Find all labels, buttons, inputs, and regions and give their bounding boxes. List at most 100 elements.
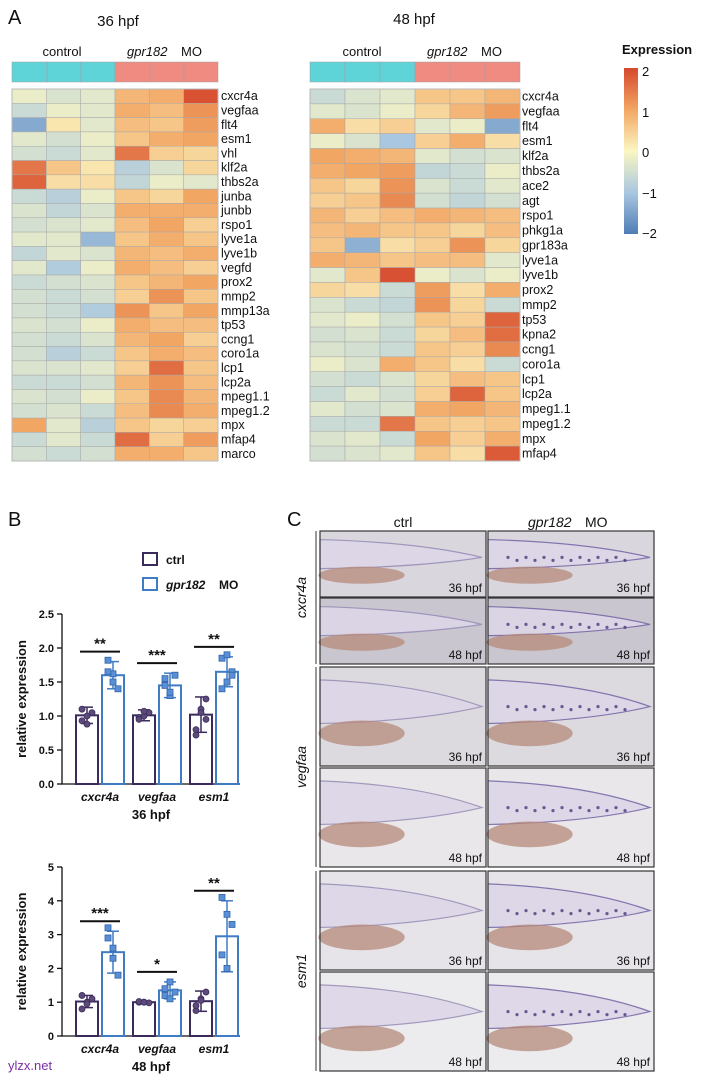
heat-cell (11, 331, 47, 347)
data-point (104, 668, 112, 676)
gene-label: cxcr4a (522, 90, 559, 104)
stain-spot (506, 909, 510, 913)
panel-b-letter: B (8, 509, 21, 531)
stain-spot (623, 809, 627, 813)
legend-ctrl-label: ctrl (166, 553, 185, 567)
heat-cell (114, 317, 150, 333)
bar-ctrl (132, 714, 156, 786)
heat-cell (379, 178, 416, 194)
heat-cell (344, 356, 381, 372)
heat-cell (114, 346, 150, 362)
heat-cell (183, 117, 219, 133)
heat-cell (46, 246, 81, 261)
stage-label: 36 hpf (617, 750, 651, 764)
y-tick-label: 2 (48, 963, 54, 975)
heat-cell (414, 311, 451, 328)
stain-spot (605, 558, 609, 563)
heat-cell (344, 430, 381, 447)
gene-label: klf2a (522, 149, 548, 163)
heat-cell (114, 246, 150, 261)
heat-cell (183, 260, 219, 276)
ish-photo: 48 hpf (486, 767, 655, 868)
stain-spot (587, 809, 591, 813)
heat-cell (309, 356, 346, 372)
data-point (104, 656, 112, 664)
y-axis-label: relative expression (14, 640, 29, 758)
data-point (171, 671, 179, 679)
stain-spot (551, 809, 555, 813)
ish-photo: 36 hpf (318, 530, 487, 598)
stain-spot (515, 708, 519, 712)
heat-cell (80, 117, 116, 133)
y-axis-label: relative expression (14, 893, 29, 1011)
heat-cell (46, 346, 81, 362)
heat-cell (309, 297, 346, 313)
heat-cell (149, 188, 184, 204)
heat-cell (80, 145, 116, 161)
heat-cell (46, 231, 81, 247)
embryo-yolk (318, 566, 405, 584)
gene-label: gpr183a (522, 238, 568, 252)
heat-cell (114, 260, 150, 276)
heat-cell (46, 217, 81, 233)
colorbar-tick-0: 0 (642, 145, 649, 160)
stain-spot (596, 806, 600, 810)
data-point (171, 988, 179, 996)
heat-cell (183, 160, 219, 176)
heat-cell (309, 371, 346, 387)
data-point (83, 712, 91, 720)
heat-cell (46, 88, 81, 104)
heat-cell (114, 446, 150, 462)
row-gene-label: cxcr4a (293, 577, 309, 618)
heat-cell (414, 341, 451, 358)
y-tick-label: 3 (48, 930, 54, 942)
heatmap-36-control-label: control (42, 44, 81, 59)
ish-photo: 36 hpf (318, 666, 487, 767)
stain-spot (614, 622, 618, 627)
heat-cell (414, 430, 451, 447)
photo-frame (319, 870, 487, 971)
stain-spot (569, 708, 573, 712)
heat-cell (309, 192, 346, 209)
heat-cell (449, 178, 486, 194)
data-point (83, 720, 91, 728)
heat-cell (484, 103, 521, 120)
significance-label: *** (148, 647, 166, 664)
x-category-label: vegfaa (138, 790, 176, 804)
heat-cell (149, 103, 184, 118)
gene-label: lyve1b (522, 268, 558, 282)
heat-cell (414, 282, 451, 298)
stain-spot (578, 806, 582, 810)
heatmap-48-group-bar (309, 61, 521, 83)
stain-spot (542, 705, 546, 709)
stain-spot (542, 1010, 546, 1014)
stain-spot (623, 625, 627, 630)
stain-spot (515, 912, 519, 916)
colorbar-tick-2: 2 (642, 64, 649, 79)
embryo-yolk (486, 566, 573, 584)
row-gene-label: esm1 (293, 954, 309, 988)
heat-cell (309, 252, 346, 268)
heat-cell (149, 317, 184, 333)
heat-cell (11, 260, 47, 276)
gene-label: kpna2 (522, 328, 556, 342)
photo-frame (487, 530, 655, 598)
heat-cell (344, 401, 381, 417)
heat-cell (309, 386, 346, 402)
heat-cell (46, 117, 81, 133)
heat-cell (414, 356, 451, 372)
stain-spot (569, 809, 573, 813)
y-tick-label: 1 (48, 997, 54, 1009)
panel-c-letter: C (287, 509, 301, 531)
data-point (192, 731, 200, 739)
stain-spot (596, 555, 600, 560)
heat-cell (11, 289, 47, 304)
heat-cell (80, 374, 116, 390)
stain-spot (605, 1013, 609, 1017)
photo-frame (319, 530, 487, 598)
stain-spot (524, 622, 528, 627)
heat-cell (149, 88, 184, 104)
stain-spot (506, 1010, 510, 1014)
significance-label: ** (94, 636, 106, 653)
heat-cell (11, 174, 47, 190)
